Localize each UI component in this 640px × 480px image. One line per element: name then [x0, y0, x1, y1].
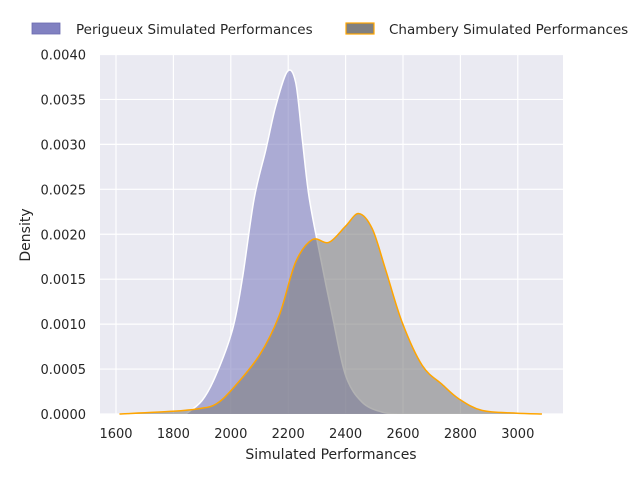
y-tick-labels: 0.0000 0.0005 0.0010 0.0015 0.0020 0.0025 0.00… [41, 49, 87, 424]
x-tick-label: 2800 [444, 427, 477, 442]
legend: Perigueux Simulated Performances Chamber… [31, 22, 628, 38]
x-tick-label: 2200 [272, 427, 305, 442]
y-tick-label: 0.0000 [41, 408, 87, 423]
y-tick-label: 0.0030 [41, 138, 87, 153]
legend-swatch-chambery [345, 22, 375, 35]
x-tick-label: 2000 [214, 427, 247, 442]
density-areas [119, 69, 542, 415]
y-tick-label: 0.0020 [41, 228, 87, 243]
y-tick-label: 0.0040 [41, 49, 87, 64]
y-tick-label: 0.0025 [41, 183, 87, 198]
x-tick-label: 2600 [386, 427, 419, 442]
y-tick-label: 0.0010 [41, 318, 87, 333]
x-tick-label: 1800 [157, 427, 190, 442]
density-area-chambery [119, 213, 542, 414]
y-tick-label: 0.0005 [41, 363, 87, 378]
y-axis-label: Density [18, 208, 34, 261]
x-tick-label: 2400 [329, 427, 362, 442]
y-tick-label: 0.0035 [41, 93, 87, 108]
x-tick-label: 3000 [501, 427, 534, 442]
y-tick-label: 0.0015 [41, 273, 87, 288]
density-area-perigueux [185, 70, 398, 414]
x-tick-label: 1600 [99, 427, 132, 442]
legend-swatch-perigueux [31, 22, 61, 35]
x-tick-labels: 1600 1800 2000 2200 2400 2600 2800 3000 [99, 427, 534, 442]
legend-label-chambery: Chambery Simulated Performances [389, 22, 628, 38]
x-axis-label: Simulated Performances [245, 447, 416, 463]
density-line-chambery [119, 212, 542, 415]
legend-label-perigueux: Perigueux Simulated Performances [76, 22, 313, 38]
